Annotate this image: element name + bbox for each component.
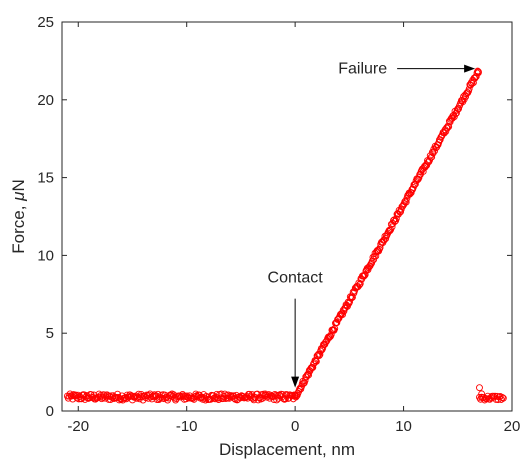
data-point	[315, 352, 323, 359]
annotation-failure-label: Failure	[338, 61, 387, 78]
data-point	[338, 309, 346, 317]
data-point	[385, 228, 392, 236]
data-point	[256, 394, 264, 402]
tick-labels: -20 -10 0 10 20 0 5 10 15 20 25	[37, 14, 520, 435]
data-point	[340, 307, 348, 315]
data-point	[211, 395, 219, 403]
annotation-contact-arrowhead	[291, 376, 300, 388]
data-markers	[63, 67, 507, 404]
data-point	[270, 396, 278, 404]
data-point	[282, 395, 289, 403]
data-point	[292, 393, 300, 401]
annotation-contact-label: Contact	[268, 270, 324, 287]
data-point	[427, 154, 435, 161]
data-point	[419, 168, 427, 175]
data-point	[380, 236, 388, 244]
data-point	[402, 198, 410, 206]
data-point	[458, 97, 466, 104]
data-point	[446, 118, 454, 126]
data-point	[143, 391, 151, 399]
data-point	[415, 174, 423, 182]
data-point	[183, 392, 191, 400]
plot-frame	[61, 21, 513, 412]
data-point	[476, 384, 483, 392]
data-point	[215, 396, 223, 403]
data-point	[309, 363, 317, 371]
annotations: Contact Failure	[268, 61, 476, 388]
data-point	[333, 319, 341, 326]
data-point	[499, 394, 507, 402]
y-tick-label: 20	[37, 92, 54, 109]
data-point	[411, 181, 419, 189]
y-tick-label: 15	[37, 170, 54, 187]
y-tick-label: 5	[46, 325, 54, 342]
y-tick-label: 25	[37, 14, 54, 31]
y-tick-label: 0	[46, 403, 54, 420]
y-tick-label: 10	[37, 247, 54, 264]
x-tick-label: 10	[395, 418, 412, 435]
data-point	[429, 149, 437, 157]
data-point	[431, 147, 438, 155]
data-point	[339, 311, 346, 319]
data-point	[339, 306, 347, 314]
x-tick-label: 0	[291, 418, 299, 435]
data-point	[453, 109, 460, 117]
data-point	[397, 205, 405, 213]
data-point	[305, 371, 313, 379]
data-point	[348, 293, 356, 301]
x-tick-label: -20	[67, 418, 89, 435]
data-point	[361, 271, 369, 279]
y-axis-title-mu: μ	[9, 191, 28, 202]
data-point	[498, 394, 506, 401]
data-point	[184, 393, 192, 401]
data-point	[462, 93, 470, 101]
annotation-failure-arrowhead	[464, 64, 476, 73]
y-axis-title: Force, μN	[9, 179, 28, 254]
y-axis-title-suffix: N	[9, 179, 28, 191]
axis-ticks	[62, 21, 513, 412]
x-tick-label: -10	[176, 418, 198, 435]
x-tick-label: 20	[504, 418, 520, 435]
data-point	[448, 114, 456, 122]
data-point	[428, 153, 436, 161]
data-point	[224, 391, 232, 399]
data-point	[264, 392, 272, 400]
data-point	[478, 390, 486, 398]
data-point	[348, 293, 356, 301]
data-point	[356, 280, 364, 288]
data-point	[392, 215, 400, 223]
y-axis-title-prefix: Force,	[9, 201, 28, 254]
data-point	[388, 223, 396, 231]
data-point	[423, 161, 431, 169]
data-point	[93, 394, 101, 402]
x-axis-title: Displacement, nm	[219, 440, 355, 459]
data-point	[444, 122, 452, 130]
data-point	[296, 384, 304, 392]
data-point	[322, 338, 330, 346]
data-point	[370, 256, 378, 263]
data-point	[319, 344, 327, 352]
data-point	[214, 394, 222, 402]
data-point	[386, 227, 394, 235]
data-point	[474, 68, 482, 76]
data-point	[465, 85, 473, 93]
data-point	[453, 106, 461, 114]
